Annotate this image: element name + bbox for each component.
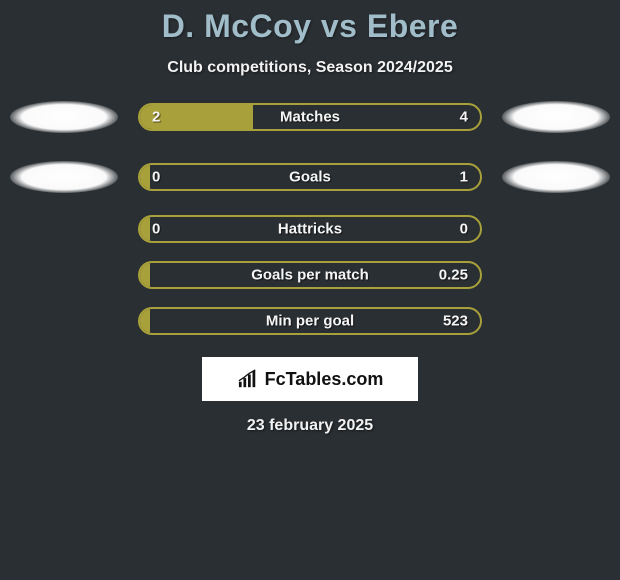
stat-label: Hattricks — [278, 221, 342, 238]
player-left-halo — [10, 161, 118, 193]
stat-rows-compact: 0 Hattricks 0 Goals per match 0.25 Min per go… — [0, 215, 620, 335]
stat-row: 0 Goals 1 — [0, 157, 620, 197]
date-text: 23 february 2025 — [0, 417, 620, 435]
stat-bar-fill — [140, 217, 150, 241]
stat-right-value: 523 — [443, 313, 468, 330]
stat-right-value: 4 — [460, 109, 468, 126]
stat-right-value: 1 — [460, 169, 468, 186]
stat-row: 2 Matches 4 — [0, 97, 620, 137]
player-left-halo — [10, 101, 118, 133]
stat-left-value: 0 — [152, 221, 160, 238]
stat-bar: 0 Goals 1 — [138, 163, 482, 191]
stat-bar: Min per goal 523 — [138, 307, 482, 335]
stat-label: Goals — [289, 169, 331, 186]
brand-text: FcTables.com — [265, 369, 384, 390]
subtitle: Club competitions, Season 2024/2025 — [0, 59, 620, 77]
brand-badge[interactable]: FcTables.com — [202, 357, 418, 401]
stat-left-value: 0 — [152, 169, 160, 186]
stat-label: Goals per match — [251, 267, 369, 284]
stat-bar: 2 Matches 4 — [138, 103, 482, 131]
bar-chart-icon — [237, 369, 259, 389]
stat-label: Min per goal — [266, 313, 354, 330]
stat-bar-fill — [140, 309, 150, 333]
player-right-halo — [502, 161, 610, 193]
stat-right-value: 0.25 — [439, 267, 468, 284]
stat-right-value: 0 — [460, 221, 468, 238]
stat-label: Matches — [280, 109, 340, 126]
stat-rows: 2 Matches 4 0 Goals 1 0 Hattricks 0 Goals per mat… — [0, 97, 620, 335]
player-right-halo — [502, 101, 610, 133]
stat-bar: Goals per match 0.25 — [138, 261, 482, 289]
stat-left-value: 2 — [152, 109, 160, 126]
page-title: D. McCoy vs Ebere — [0, 8, 620, 45]
stat-bar: 0 Hattricks 0 — [138, 215, 482, 243]
comparison-infographic: D. McCoy vs Ebere Club competitions, Sea… — [0, 0, 620, 435]
stat-bar-fill — [140, 165, 150, 189]
stat-bar-fill — [140, 263, 150, 287]
